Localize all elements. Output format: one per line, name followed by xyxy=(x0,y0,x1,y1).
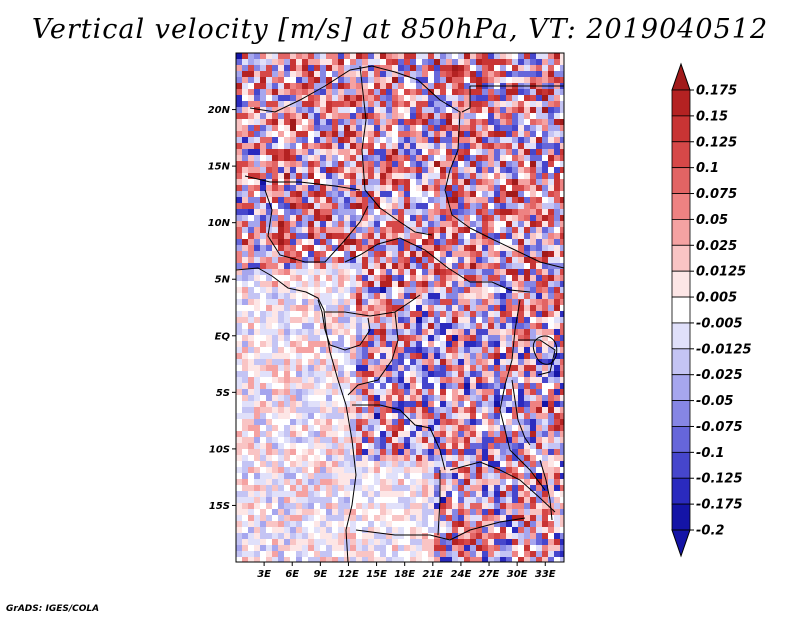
border-angola-south xyxy=(355,517,526,541)
border-nigeria xyxy=(264,189,369,263)
lon-tick-label: 27E xyxy=(479,569,500,580)
border-angola-zambia xyxy=(437,470,441,536)
lat-tick-label: 10N xyxy=(208,218,231,229)
grads-credit: GrADS: IGES/COLA xyxy=(6,604,100,614)
lat-tick-label: 15S xyxy=(209,501,230,512)
colorbar-segment xyxy=(671,374,691,401)
colorbar-label: -0.175 xyxy=(696,498,743,513)
border-drc-east xyxy=(499,299,546,491)
lon-tick-label: 24E xyxy=(451,569,472,580)
colorbar-segment xyxy=(671,270,691,298)
lat-tick-label: 20N xyxy=(208,105,231,116)
map-title: Vertical velocity [m/s] at 850hPa, VT: 2… xyxy=(31,14,769,45)
colorbar-segment xyxy=(671,167,691,194)
lon-tick-label: 30E xyxy=(507,569,528,580)
colorbar-segment xyxy=(671,89,691,117)
lon-tick-label: 33E xyxy=(535,569,556,580)
colorbar-label: 0.005 xyxy=(696,291,737,306)
colorbar-label: 0.175 xyxy=(696,84,737,99)
border-drc-angola xyxy=(352,404,446,471)
colorbar-segment xyxy=(671,219,691,246)
border-zambia xyxy=(449,461,556,513)
lon-tick-label: 12E xyxy=(338,569,359,580)
lon-tick-label: 9E xyxy=(313,569,327,580)
lat-tick-label: 10S xyxy=(209,444,230,455)
lat-tick-label: 15N xyxy=(208,162,231,173)
axis-ticks: 20N 15N 10N 5N EQ 5S 10S 15S 3E 6E 9E 12E 15E 18E 21E 2… xyxy=(208,105,556,580)
lon-tick-label: 18E xyxy=(394,569,415,580)
lat-tick-label: 5S xyxy=(216,388,230,399)
border-north xyxy=(249,65,471,229)
border-sahel xyxy=(244,175,361,191)
lat-tick-label: 5N xyxy=(215,275,231,286)
colorbar-segment xyxy=(671,426,691,453)
colorbar-segment xyxy=(671,477,691,505)
border-egypt xyxy=(461,86,471,113)
country-borders xyxy=(236,65,564,562)
lon-tick-label: 21E xyxy=(422,569,443,580)
colorbar: 0.175 0.15 0.125 0.1 0.075 0.05 0.025 0.0125 0.0… xyxy=(671,62,752,558)
lake-tanganyika xyxy=(511,379,531,446)
colorbar-label: -0.075 xyxy=(696,420,743,435)
border-sudan-east xyxy=(469,227,564,269)
colorbar-label: -0.05 xyxy=(696,394,733,409)
lat-tick-label: EQ xyxy=(215,331,231,342)
border-car xyxy=(344,237,531,293)
colorbar-segment xyxy=(671,115,691,143)
coastline-west xyxy=(236,267,357,562)
lon-tick-label: 6E xyxy=(285,569,299,580)
colorbar-label: 0.1 xyxy=(696,161,719,176)
colorbar-max-arrow xyxy=(671,62,691,91)
map-frame xyxy=(235,52,565,563)
colorbar-segment xyxy=(671,348,691,376)
colorbar-label: -0.0125 xyxy=(696,342,752,357)
colorbar-label: 0.075 xyxy=(696,187,737,202)
colorbar-label: 0.05 xyxy=(696,213,728,228)
lon-tick-label: 3E xyxy=(257,569,271,580)
colorbar-label: 0.025 xyxy=(696,239,737,254)
colorbar-segment xyxy=(671,400,691,427)
lon-tick-label: 15E xyxy=(366,569,387,580)
border-chad xyxy=(359,65,433,236)
colorbar-segment xyxy=(671,296,691,324)
colorbar-label: -0.125 xyxy=(696,472,743,487)
colorbar-label: -0.005 xyxy=(696,316,743,331)
colorbar-label: 0.15 xyxy=(696,109,728,124)
lake-victoria xyxy=(532,335,558,365)
colorbar-label: -0.1 xyxy=(696,446,724,461)
border-congo-north xyxy=(325,294,421,317)
colorbar-label: -0.2 xyxy=(696,524,724,539)
colorbar-segment xyxy=(671,244,691,272)
colorbar-label: -0.025 xyxy=(696,368,743,383)
colorbar-segment xyxy=(671,503,691,531)
lake-malawi xyxy=(539,459,553,521)
colorbar-label: 0.0125 xyxy=(696,265,746,280)
border-gabon xyxy=(317,299,371,351)
border-drc-congo xyxy=(347,311,399,396)
colorbar-segment xyxy=(671,193,691,220)
colorbar-segment xyxy=(671,141,691,169)
colorbar-min-arrow xyxy=(671,529,691,558)
colorbar-segment xyxy=(671,451,691,479)
colorbar-segment xyxy=(671,322,691,350)
border-lakes xyxy=(518,339,556,376)
vertical-velocity-field xyxy=(236,53,564,562)
colorbar-label: 0.125 xyxy=(696,135,737,150)
